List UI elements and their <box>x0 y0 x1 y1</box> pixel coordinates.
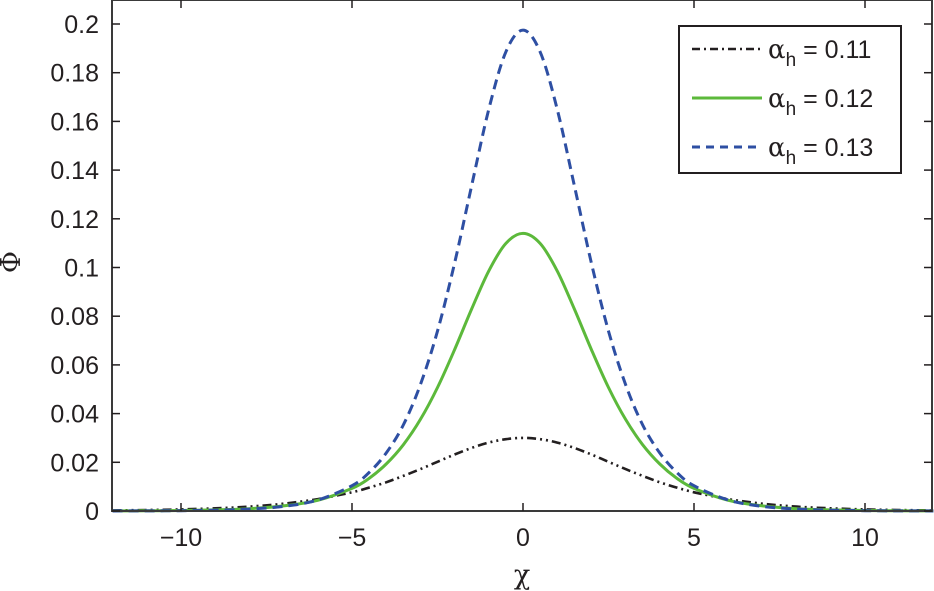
y-tick-label: 0.04 <box>50 401 99 429</box>
x-tick-label: 10 <box>851 524 879 552</box>
plot-lines <box>112 28 934 513</box>
y-tick-label: 0.08 <box>50 303 99 331</box>
legend-label-1: αh = 0.11 <box>768 35 871 71</box>
y-tick-label: 0.12 <box>50 206 99 234</box>
legend-box <box>678 25 902 174</box>
x-tick-label: −5 <box>338 524 367 552</box>
y-tick-label: 0 <box>85 498 99 526</box>
x-tick-label: −10 <box>160 524 202 552</box>
y-tick-label: 0.06 <box>50 352 99 380</box>
y-tick-label: 0.02 <box>50 449 99 477</box>
x-axis-label: χ <box>514 560 530 591</box>
y-tick-label: 0.16 <box>50 108 99 136</box>
y-axis-label: Φ <box>0 251 27 273</box>
axes-box <box>111 0 933 512</box>
x-tick-label: 0 <box>516 524 530 552</box>
x-tick-label: 5 <box>687 524 701 552</box>
series-line-1 <box>112 436 934 512</box>
y-tick-label: 0.1 <box>64 255 99 283</box>
axis-ticks: −10 −5 0 5 10 0 0.02 0.04 0.06 0.08 0.1 0.12 0.14 0.1… <box>50 0 932 552</box>
y-tick-label: 0.2 <box>64 11 99 39</box>
y-tick-label: 0.18 <box>50 60 99 88</box>
legend-label-3: αh = 0.13 <box>768 133 873 169</box>
legend: αh = 0.11 αh = 0.12 αh = 0.13 <box>678 25 902 174</box>
series-line-2 <box>112 231 934 513</box>
legend-label-2: αh = 0.12 <box>768 84 873 120</box>
y-tick-label: 0.14 <box>50 157 99 185</box>
series-line-3 <box>112 28 934 513</box>
